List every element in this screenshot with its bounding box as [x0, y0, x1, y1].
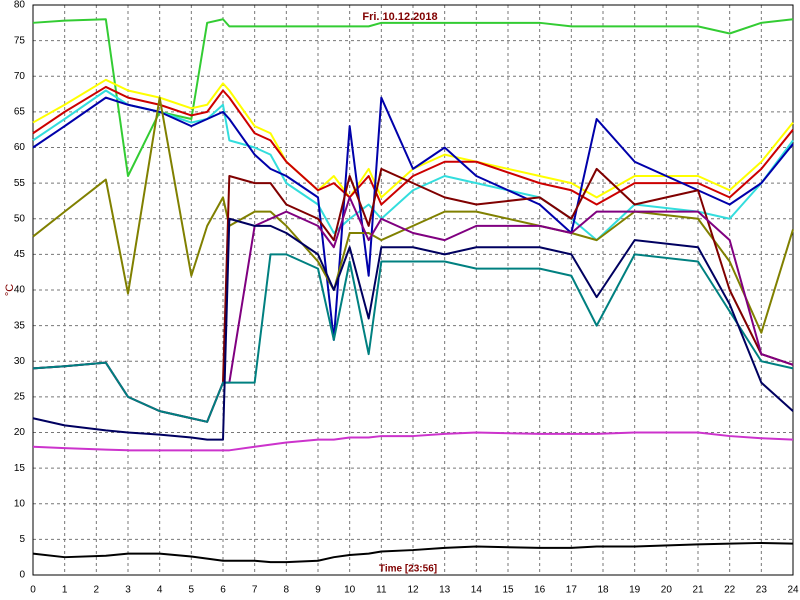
- series-line: [32, 96, 794, 334]
- chart-title: Fri. 10.12.2018: [362, 11, 437, 23]
- x-tick-label: 23: [756, 585, 768, 596]
- y-tick-label: 10: [14, 498, 26, 509]
- x-tick-label: 13: [439, 585, 451, 596]
- y-tick-label: 25: [14, 392, 26, 403]
- y-tick-label: 50: [14, 213, 26, 224]
- x-tick-label: 7: [252, 585, 258, 596]
- series-line: [32, 431, 794, 452]
- x-tick-label: 19: [629, 585, 641, 596]
- x-tick-label: 5: [189, 585, 195, 596]
- plot-frame: [32, 4, 794, 576]
- series-line: [32, 18, 794, 177]
- x-tick-label: 20: [661, 585, 673, 596]
- series-line: [32, 85, 794, 206]
- y-tick-label: 20: [14, 427, 26, 438]
- y-tick-label: 30: [14, 356, 26, 367]
- y-axis-label: °C: [4, 284, 16, 296]
- y-tick-label: 55: [14, 178, 26, 189]
- x-tick-label: 17: [566, 585, 578, 596]
- x-tick-label: 10: [344, 585, 356, 596]
- y-tick-label: 40: [14, 285, 26, 296]
- x-tick-label: 21: [692, 585, 704, 596]
- x-tick-label: 4: [157, 585, 163, 596]
- y-tick-label: 65: [14, 107, 26, 118]
- x-tick-label: 2: [94, 585, 100, 596]
- y-tick-label: 80: [14, 0, 26, 11]
- series-line: [32, 541, 794, 564]
- series-line: [32, 217, 794, 441]
- y-tick-label: 60: [14, 142, 26, 153]
- x-tick-label: 11: [376, 585, 387, 596]
- x-tick-label: 12: [407, 585, 419, 596]
- x-tick-label: 0: [30, 585, 36, 596]
- x-tick-label: 16: [534, 585, 546, 596]
- series-line: [32, 253, 794, 423]
- y-tick-label: 5: [19, 534, 25, 545]
- series-line: [32, 96, 794, 341]
- x-tick-label: 15: [502, 585, 514, 596]
- x-tick-label: 1: [62, 585, 68, 596]
- y-tick-label: 45: [14, 249, 26, 260]
- x-tick-label: 14: [471, 585, 483, 596]
- y-tick-label: 75: [14, 35, 26, 46]
- y-tick-label: 15: [14, 463, 26, 474]
- x-tick-label: 24: [787, 585, 799, 596]
- x-tick-label: 6: [220, 585, 226, 596]
- x-tick-label: 9: [315, 585, 321, 596]
- y-tick-label: 70: [14, 71, 26, 82]
- x-tick-label: 3: [125, 585, 131, 596]
- x-tick-label: 8: [284, 585, 290, 596]
- y-tick-label: 0: [19, 570, 25, 581]
- x-tick-label: 18: [597, 585, 609, 596]
- x-tick-label: 22: [724, 585, 736, 596]
- x-axis-label: Time [23:56]: [379, 564, 437, 575]
- y-tick-label: 35: [14, 320, 26, 331]
